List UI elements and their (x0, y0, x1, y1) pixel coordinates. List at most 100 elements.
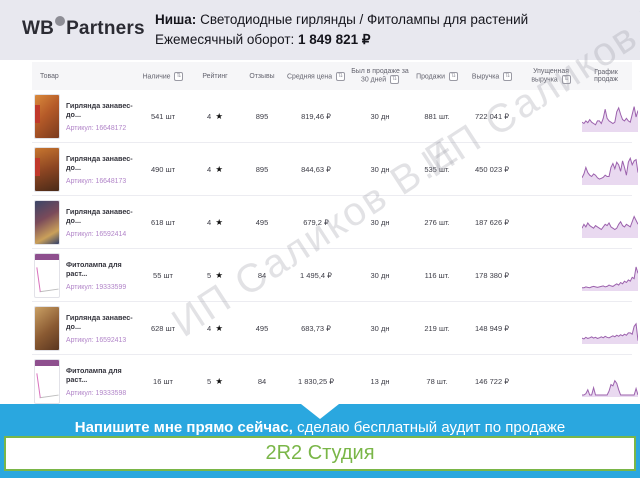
product-thumbnail[interactable] (34, 199, 60, 245)
col-days-label: Был в продаже за 30 дней (351, 68, 409, 84)
stock-value: 55 шт (153, 270, 173, 280)
product-cell[interactable]: Гирлянда занавес-до... Артикул: 16648172 (32, 93, 136, 139)
product-thumbnail[interactable] (34, 358, 60, 404)
star-icon: ★ (215, 216, 223, 227)
product-thumbnail[interactable] (34, 252, 60, 298)
stock-value: 490 шт (150, 164, 176, 174)
product-cell[interactable]: Фитолампа для раст... Артикул: 19333599 (32, 252, 136, 298)
revenue-value: 450 023 ₽ (475, 164, 509, 174)
sales-sparkline (580, 206, 640, 238)
rating-value: 4 ★ (207, 110, 223, 121)
niche-summary: Ниша: Светодиодные гирлянды / Фитолампы … (155, 10, 528, 50)
sales-sparkline (580, 100, 640, 132)
logo-dot-icon (55, 16, 66, 26)
sparkline-chart (582, 106, 638, 132)
niche-line: Ниша: Светодиодные гирлянды / Фитолампы … (155, 10, 528, 30)
product-name: Фитолампа для раст... (66, 259, 122, 278)
wb-partners-logo: WB Partners (22, 16, 145, 40)
sales-sparkline (580, 312, 640, 344)
product-name: Гирлянда занавес-до... (66, 153, 133, 172)
sort-icon[interactable]: ⇅ (335, 71, 345, 81)
rating-value: 4 ★ (207, 163, 223, 174)
avg-price-value: 1 495,4 ₽ (300, 270, 332, 280)
star-icon: ★ (215, 322, 223, 333)
niche-value: Светодиодные гирлянды / Фитолампы для ра… (196, 12, 529, 27)
col-days-on-sale[interactable]: Был в продаже за 30 дней ⇅ (348, 68, 412, 84)
reviews-value: 495 (255, 323, 269, 333)
col-rating-label: Рейтинг (202, 72, 228, 80)
product-name: Фитолампа для раст... (66, 365, 122, 384)
star-icon: ★ (215, 269, 223, 280)
col-revenue[interactable]: Выручка ⇅ (462, 71, 522, 81)
days-on-sale-value: 30 дн (370, 270, 390, 280)
banner-text-regular: сделаю бесплатный аудит по продаже (292, 419, 566, 436)
sales-value: 881 шт. (424, 111, 450, 121)
avg-price-value: 844,63 ₽ (301, 164, 331, 174)
product-article: Артикул: 16592413 (66, 336, 127, 344)
days-on-sale-value: 30 дн (370, 111, 390, 121)
banner-text-bold: Напишите мне прямо сейчас, (74, 419, 293, 436)
col-sales[interactable]: Продажи ⇅ (412, 71, 462, 81)
revenue-value: 178 380 ₽ (475, 270, 509, 280)
rating-value: 4 ★ (207, 216, 223, 227)
sales-sparkline (580, 365, 640, 397)
star-icon: ★ (215, 110, 223, 121)
sparkline-chart (582, 379, 638, 397)
app-header: WB Partners Ниша: Светодиодные гирлянды /… (0, 0, 640, 60)
col-avg-price[interactable]: Средняя цена ⇅ (284, 71, 348, 81)
product-thumbnail[interactable] (34, 305, 60, 351)
product-cell[interactable]: Фитолампа для раст... Артикул: 19333598 (32, 358, 136, 404)
star-icon: ★ (215, 375, 223, 386)
product-name: Гирлянда занавес-до... (66, 312, 133, 331)
sort-icon[interactable]: ⇅ (503, 71, 513, 81)
product-article: Артикул: 16648173 (66, 177, 127, 185)
table-body: Гирлянда занавес-до... Артикул: 16648172… (32, 90, 638, 408)
table-row[interactable]: Фитолампа для раст... Артикул: 19333598 … (32, 355, 638, 408)
product-cell[interactable]: Гирлянда занавес-до... Артикул: 16592414 (32, 199, 136, 245)
logo-wb-text: WB (22, 18, 55, 39)
sort-icon[interactable]: ⇅ (174, 71, 184, 81)
product-name: Гирлянда занавес-до... (66, 206, 133, 225)
avg-price-value: 1 830,25 ₽ (297, 376, 335, 386)
days-on-sale-value: 30 дн (370, 217, 390, 227)
rating-value: 5 ★ (207, 269, 223, 280)
stock-value: 16 шт (153, 376, 173, 386)
sales-value: 276 шт. (424, 217, 450, 227)
star-icon: ★ (215, 163, 223, 174)
revenue-value: 148 949 ₽ (475, 323, 509, 333)
sales-value: 78 шт. (426, 376, 448, 386)
product-cell[interactable]: Гирлянда занавес-до... Артикул: 16648173 (32, 146, 136, 192)
table-row[interactable]: Гирлянда занавес-до... Артикул: 16648172… (32, 90, 638, 143)
days-on-sale-value: 30 дн (370, 323, 390, 333)
col-sales-label: Продажи (416, 72, 445, 80)
sort-icon[interactable]: ⇅ (390, 75, 399, 84)
col-revenue-label: Выручка (471, 72, 500, 80)
stock-value: 618 шт (150, 217, 176, 227)
sales-sparkline (580, 259, 640, 291)
col-stock-label: Наличие (142, 72, 171, 80)
sort-icon[interactable]: ⇅ (448, 71, 458, 81)
table-row[interactable]: Гирлянда занавес-до... Артикул: 16592413… (32, 302, 638, 355)
table-row[interactable]: Фитолампа для раст... Артикул: 19333599 … (32, 249, 638, 302)
col-lost-revenue[interactable]: Упущенная выручка ⇅ (522, 68, 580, 84)
days-on-sale-value: 30 дн (370, 164, 390, 174)
revenue-value: 146 722 ₽ (475, 376, 509, 386)
sparkline-chart (582, 322, 638, 344)
product-thumbnail[interactable] (34, 146, 60, 192)
sparkline-chart (582, 266, 638, 291)
reviews-value: 84 (257, 376, 267, 386)
product-thumbnail[interactable] (34, 93, 60, 139)
col-stock[interactable]: Наличие ⇅ (136, 71, 190, 81)
product-article: Артикул: 16592414 (66, 230, 127, 238)
sparkline-chart (582, 156, 638, 185)
sort-icon[interactable]: ⇅ (561, 75, 571, 84)
turnover-value: 1 849 821 ₽ (298, 32, 371, 47)
table-row[interactable]: Гирлянда занавес-до... Артикул: 16592414… (32, 196, 638, 249)
revenue-value: 722 041 ₽ (475, 111, 509, 121)
reviews-value: 495 (255, 217, 269, 227)
col-lost-revenue-label: Упущенная выручка (531, 68, 569, 84)
product-name: Гирлянда занавес-до... (66, 100, 133, 119)
product-cell[interactable]: Гирлянда занавес-до... Артикул: 16592413 (32, 305, 136, 351)
table-row[interactable]: Гирлянда занавес-до... Артикул: 16648173… (32, 143, 638, 196)
days-on-sale-value: 13 дн (370, 376, 390, 386)
